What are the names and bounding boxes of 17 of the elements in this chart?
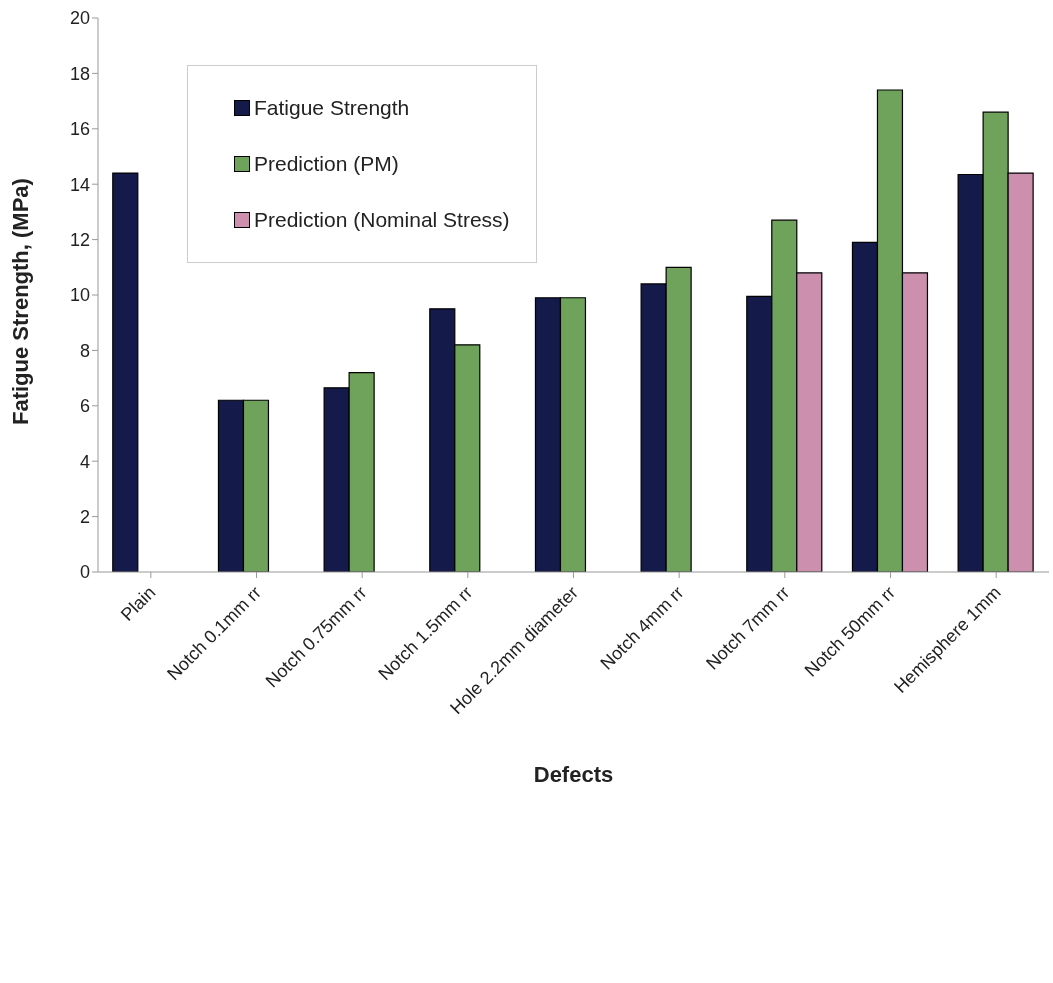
legend-label: Prediction (Nominal Stress) (254, 208, 510, 232)
y-tick-label: 20 (69, 8, 90, 29)
y-tick-label: 4 (79, 451, 90, 472)
legend-label: Prediction (PM) (254, 152, 399, 176)
x-axis-title: Defects (533, 762, 614, 787)
y-tick-label: 16 (69, 119, 90, 140)
y-tick-label: 2 (79, 506, 90, 527)
y-tick-label: 12 (69, 229, 90, 250)
legend-label: Fatigue Strength (254, 96, 410, 120)
y-tick-label: 6 (79, 396, 90, 417)
y-axis-title: Fatigue Strength, (MPa) (7, 178, 33, 425)
y-tick-label: 14 (69, 174, 90, 195)
y-tick-label: 10 (69, 285, 90, 306)
y-tick-label: 18 (69, 63, 90, 84)
bar (112, 172, 139, 572)
y-tick-label: 0 (79, 562, 90, 583)
y-tick-label: 8 (79, 340, 90, 361)
